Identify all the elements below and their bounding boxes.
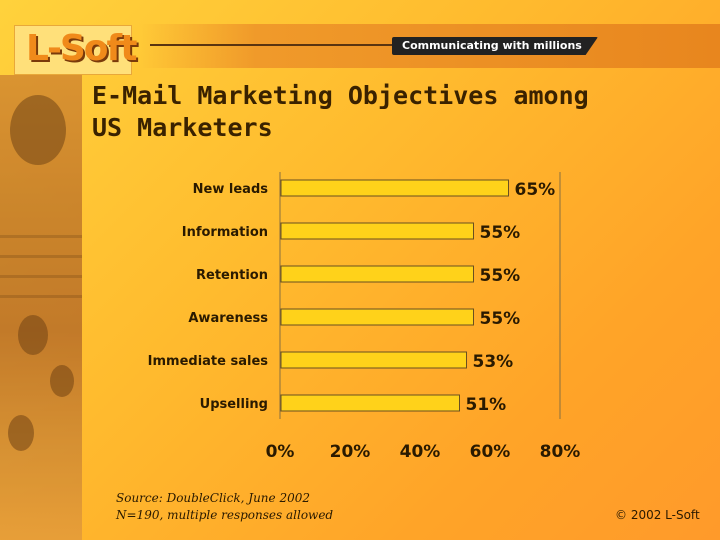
category-label: Information bbox=[182, 225, 268, 240]
value-label: 55% bbox=[480, 223, 521, 243]
tagline: Communicating with millions bbox=[392, 37, 598, 55]
category-label: Upselling bbox=[200, 397, 268, 412]
value-label: 53% bbox=[473, 352, 514, 372]
slide-title: E-Mail Marketing Objectives among US Mar… bbox=[92, 80, 692, 144]
photo-collage bbox=[0, 75, 82, 540]
category-label: Immediate sales bbox=[148, 354, 269, 369]
bar bbox=[280, 351, 467, 369]
bar bbox=[280, 179, 509, 197]
value-label: 51% bbox=[466, 395, 507, 415]
header-divider bbox=[150, 44, 400, 46]
x-tick-label: 0% bbox=[266, 442, 295, 462]
value-label: 55% bbox=[480, 309, 521, 329]
category-label: Awareness bbox=[188, 311, 268, 326]
x-tick-label: 40% bbox=[400, 442, 441, 462]
title-line-1: E-Mail Marketing Objectives among bbox=[92, 81, 589, 110]
category-label: New leads bbox=[193, 182, 269, 197]
x-tick-label: 80% bbox=[540, 442, 581, 462]
logo-background bbox=[14, 25, 132, 75]
bar bbox=[280, 265, 474, 283]
x-tick-label: 20% bbox=[330, 442, 371, 462]
bar bbox=[280, 222, 474, 240]
source-line-1: Source: DoubleClick, June 2002 bbox=[116, 491, 310, 505]
source-line-2: N=190, multiple responses allowed bbox=[116, 508, 334, 522]
copyright: © 2002 L-Soft bbox=[615, 508, 700, 522]
value-label: 55% bbox=[480, 266, 521, 286]
bar bbox=[280, 308, 474, 326]
bar bbox=[280, 394, 460, 412]
source-note: Source: DoubleClick, June 2002 N=190, mu… bbox=[116, 490, 333, 524]
value-label: 65% bbox=[515, 180, 556, 200]
x-tick-label: 60% bbox=[470, 442, 511, 462]
logo: L-Soft bbox=[26, 28, 137, 69]
category-label: Retention bbox=[196, 268, 268, 283]
title-line-2: US Marketers bbox=[92, 113, 273, 142]
